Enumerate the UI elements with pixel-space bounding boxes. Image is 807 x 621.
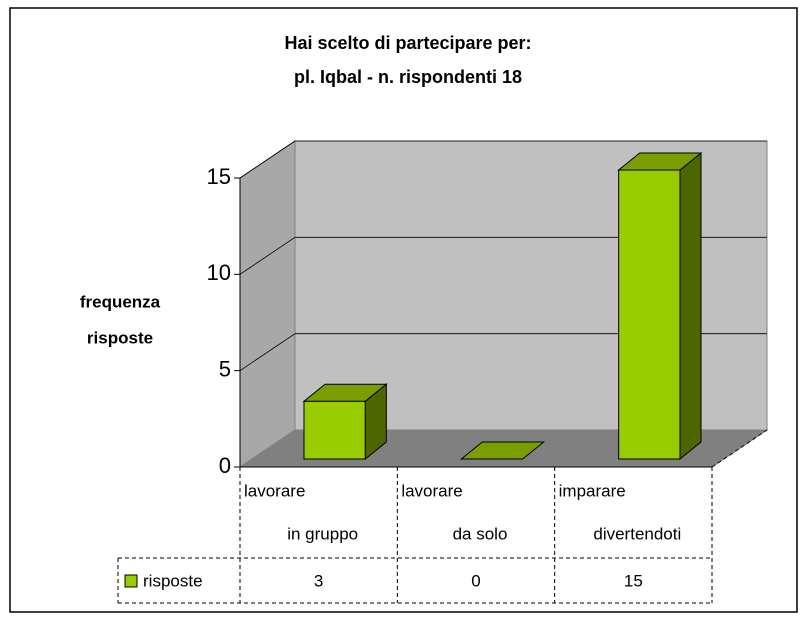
legend-label: risposte	[143, 571, 203, 590]
x-tick-label: imparare	[559, 481, 626, 500]
side-wall	[239, 140, 296, 468]
bar-side	[679, 151, 702, 461]
bar-front	[618, 169, 681, 460]
x-tick-label: in gruppo	[287, 524, 358, 543]
data-table-value: 3	[314, 571, 323, 590]
chart-title: Hai scelto di partecipare per:	[284, 33, 531, 53]
data-table-value: 0	[471, 571, 480, 590]
bar-top	[302, 383, 388, 402]
x-tick-label: divertendoti	[593, 524, 681, 543]
y-tick-label: 5	[219, 356, 231, 381]
y-axis-label: frequenza	[80, 292, 161, 311]
bar-top	[459, 441, 546, 460]
legend-swatch	[124, 574, 138, 588]
x-tick-label: lavorare	[244, 481, 305, 500]
bar-front	[303, 400, 366, 460]
grid-line	[239, 237, 296, 275]
grid-line	[239, 333, 296, 371]
grid-line	[239, 140, 296, 179]
y-axis-label: risposte	[87, 328, 153, 347]
x-tick-label: da solo	[453, 524, 508, 543]
x-tick-label: lavorare	[401, 481, 462, 500]
bar-top	[617, 152, 703, 171]
y-tick-label: 0	[219, 453, 231, 478]
chart-title: pl. Iqbal - n. rispondenti 18	[294, 67, 522, 87]
y-tick-label: 10	[207, 260, 231, 285]
data-table-value: 15	[624, 571, 643, 590]
y-tick-label: 15	[207, 164, 231, 189]
